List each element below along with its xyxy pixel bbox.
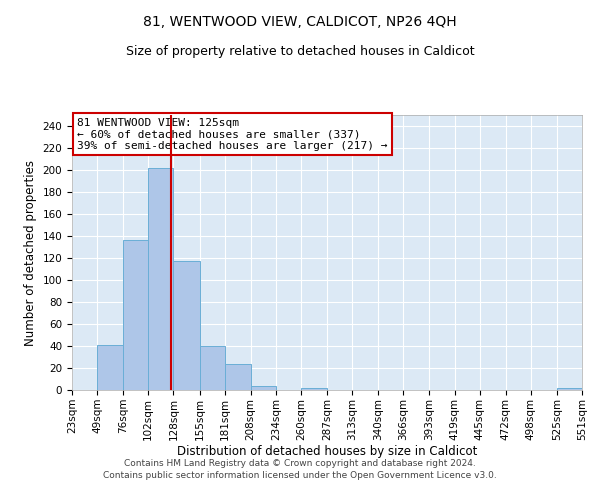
X-axis label: Distribution of detached houses by size in Caldicot: Distribution of detached houses by size … [177, 446, 477, 458]
Y-axis label: Number of detached properties: Number of detached properties [24, 160, 37, 346]
Bar [199, 346, 224, 390]
Text: 81 WENTWOOD VIEW: 125sqm
← 60% of detached houses are smaller (337)
39% of semi-: 81 WENTWOOD VIEW: 125sqm ← 60% of detach… [77, 118, 388, 151]
Text: Size of property relative to detached houses in Caldicot: Size of property relative to detached ho… [125, 45, 475, 58]
Bar [224, 364, 251, 390]
Text: 81, WENTWOOD VIEW, CALDICOT, NP26 4QH: 81, WENTWOOD VIEW, CALDICOT, NP26 4QH [143, 15, 457, 29]
Bar [251, 386, 276, 390]
Bar [557, 388, 582, 390]
Bar [301, 388, 327, 390]
Bar [97, 345, 123, 390]
Text: Contains HM Land Registry data © Crown copyright and database right 2024.
Contai: Contains HM Land Registry data © Crown c… [103, 458, 497, 480]
Bar [123, 240, 148, 390]
Bar [173, 262, 200, 390]
Bar [148, 168, 173, 390]
